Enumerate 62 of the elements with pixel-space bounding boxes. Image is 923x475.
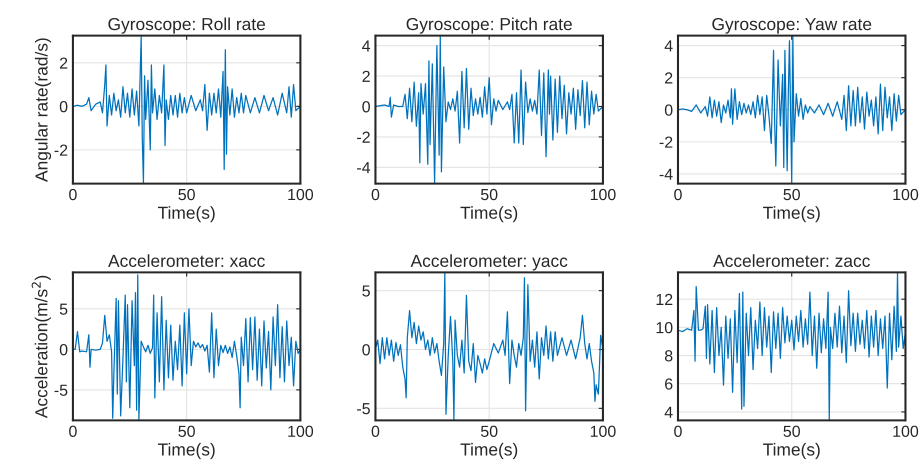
y-tick-label: 5 xyxy=(60,304,68,315)
x-tick-label: 50 xyxy=(480,188,498,200)
y-tick-label: -5 xyxy=(54,384,68,396)
x-tick-label: 50 xyxy=(480,426,498,437)
y-tick-label: 0 xyxy=(362,344,370,356)
y-tick-label: -2 xyxy=(357,132,370,143)
x-tick-label: 100 xyxy=(590,188,616,200)
x-axis-title: Time(s) xyxy=(460,206,518,222)
line-series xyxy=(375,272,603,420)
line-series xyxy=(72,274,300,420)
line-series xyxy=(375,36,603,184)
y-tick-label: 2 xyxy=(665,72,672,84)
y-tick-label: 12 xyxy=(656,294,672,305)
chart-title: Gyroscope: Roll rate xyxy=(108,17,266,34)
x-tick-label: 100 xyxy=(893,426,918,437)
x-tick-label: 0 xyxy=(69,188,77,200)
chart-title: Accelerometer: zacc xyxy=(713,254,870,268)
chart-title: Accelerometer: xacc xyxy=(108,254,265,268)
x-axis-title: Time(s) xyxy=(460,442,518,460)
y-tick-label: 6 xyxy=(665,378,672,390)
y-tick-label: -4 xyxy=(357,162,370,174)
x-tick-label: 100 xyxy=(590,426,616,437)
y-tick-label: 2 xyxy=(60,57,68,69)
x-axis-title: Time(s) xyxy=(763,442,820,460)
y-tick-label: 8 xyxy=(664,350,672,362)
x-tick-label: 0 xyxy=(372,188,380,200)
y-tick-label: -5 xyxy=(357,403,370,414)
y-tick-label: 0 xyxy=(664,104,673,116)
x-tick-label: 0 xyxy=(674,188,682,200)
y-tick-label: 5 xyxy=(362,285,370,297)
x-tick-label: 0 xyxy=(674,426,682,437)
y-tick-label: 2 xyxy=(362,70,370,82)
y-tick-label: 0 xyxy=(60,344,68,356)
x-tick-label: 100 xyxy=(288,188,314,200)
chart-title: Gyroscope: Pitch rate xyxy=(406,17,572,34)
y-tick-label: -2 xyxy=(660,136,672,148)
x-axis-title: Time(s) xyxy=(763,206,820,222)
y-axis-title: Acceleration(m/s$^{2}$) xyxy=(32,276,51,418)
x-tick-label: 100 xyxy=(288,426,314,437)
y-tick-label: 4 xyxy=(362,40,370,52)
chart-title: Accelerometer: yacc xyxy=(410,254,568,270)
x-axis-title: Time(s) xyxy=(158,206,215,222)
y-tick-label: 4 xyxy=(664,406,673,418)
x-tick-label: 50 xyxy=(178,426,195,437)
y-tick-label: 4 xyxy=(664,40,673,52)
line-series xyxy=(678,272,906,420)
y-axis-title: Angular rate(rad/s) xyxy=(34,38,52,182)
x-tick-label: 50 xyxy=(783,426,800,437)
x-tick-label: 50 xyxy=(783,188,800,200)
y-tick-label: 0 xyxy=(60,100,68,112)
x-tick-label: 50 xyxy=(178,188,195,200)
line-series xyxy=(72,36,300,184)
y-tick-label: 0 xyxy=(362,101,370,112)
line-series xyxy=(678,36,906,184)
y-tick-label: 10 xyxy=(656,322,673,334)
x-axis-title: Time(s) xyxy=(158,442,215,460)
chart-title: Gyroscope: Yaw rate xyxy=(712,18,872,34)
x-tick-label: 0 xyxy=(69,426,77,437)
y-tick-label: -4 xyxy=(660,168,673,180)
x-tick-label: 100 xyxy=(893,188,918,200)
x-tick-label: 0 xyxy=(372,426,380,437)
y-tick-label: -2 xyxy=(54,144,68,156)
